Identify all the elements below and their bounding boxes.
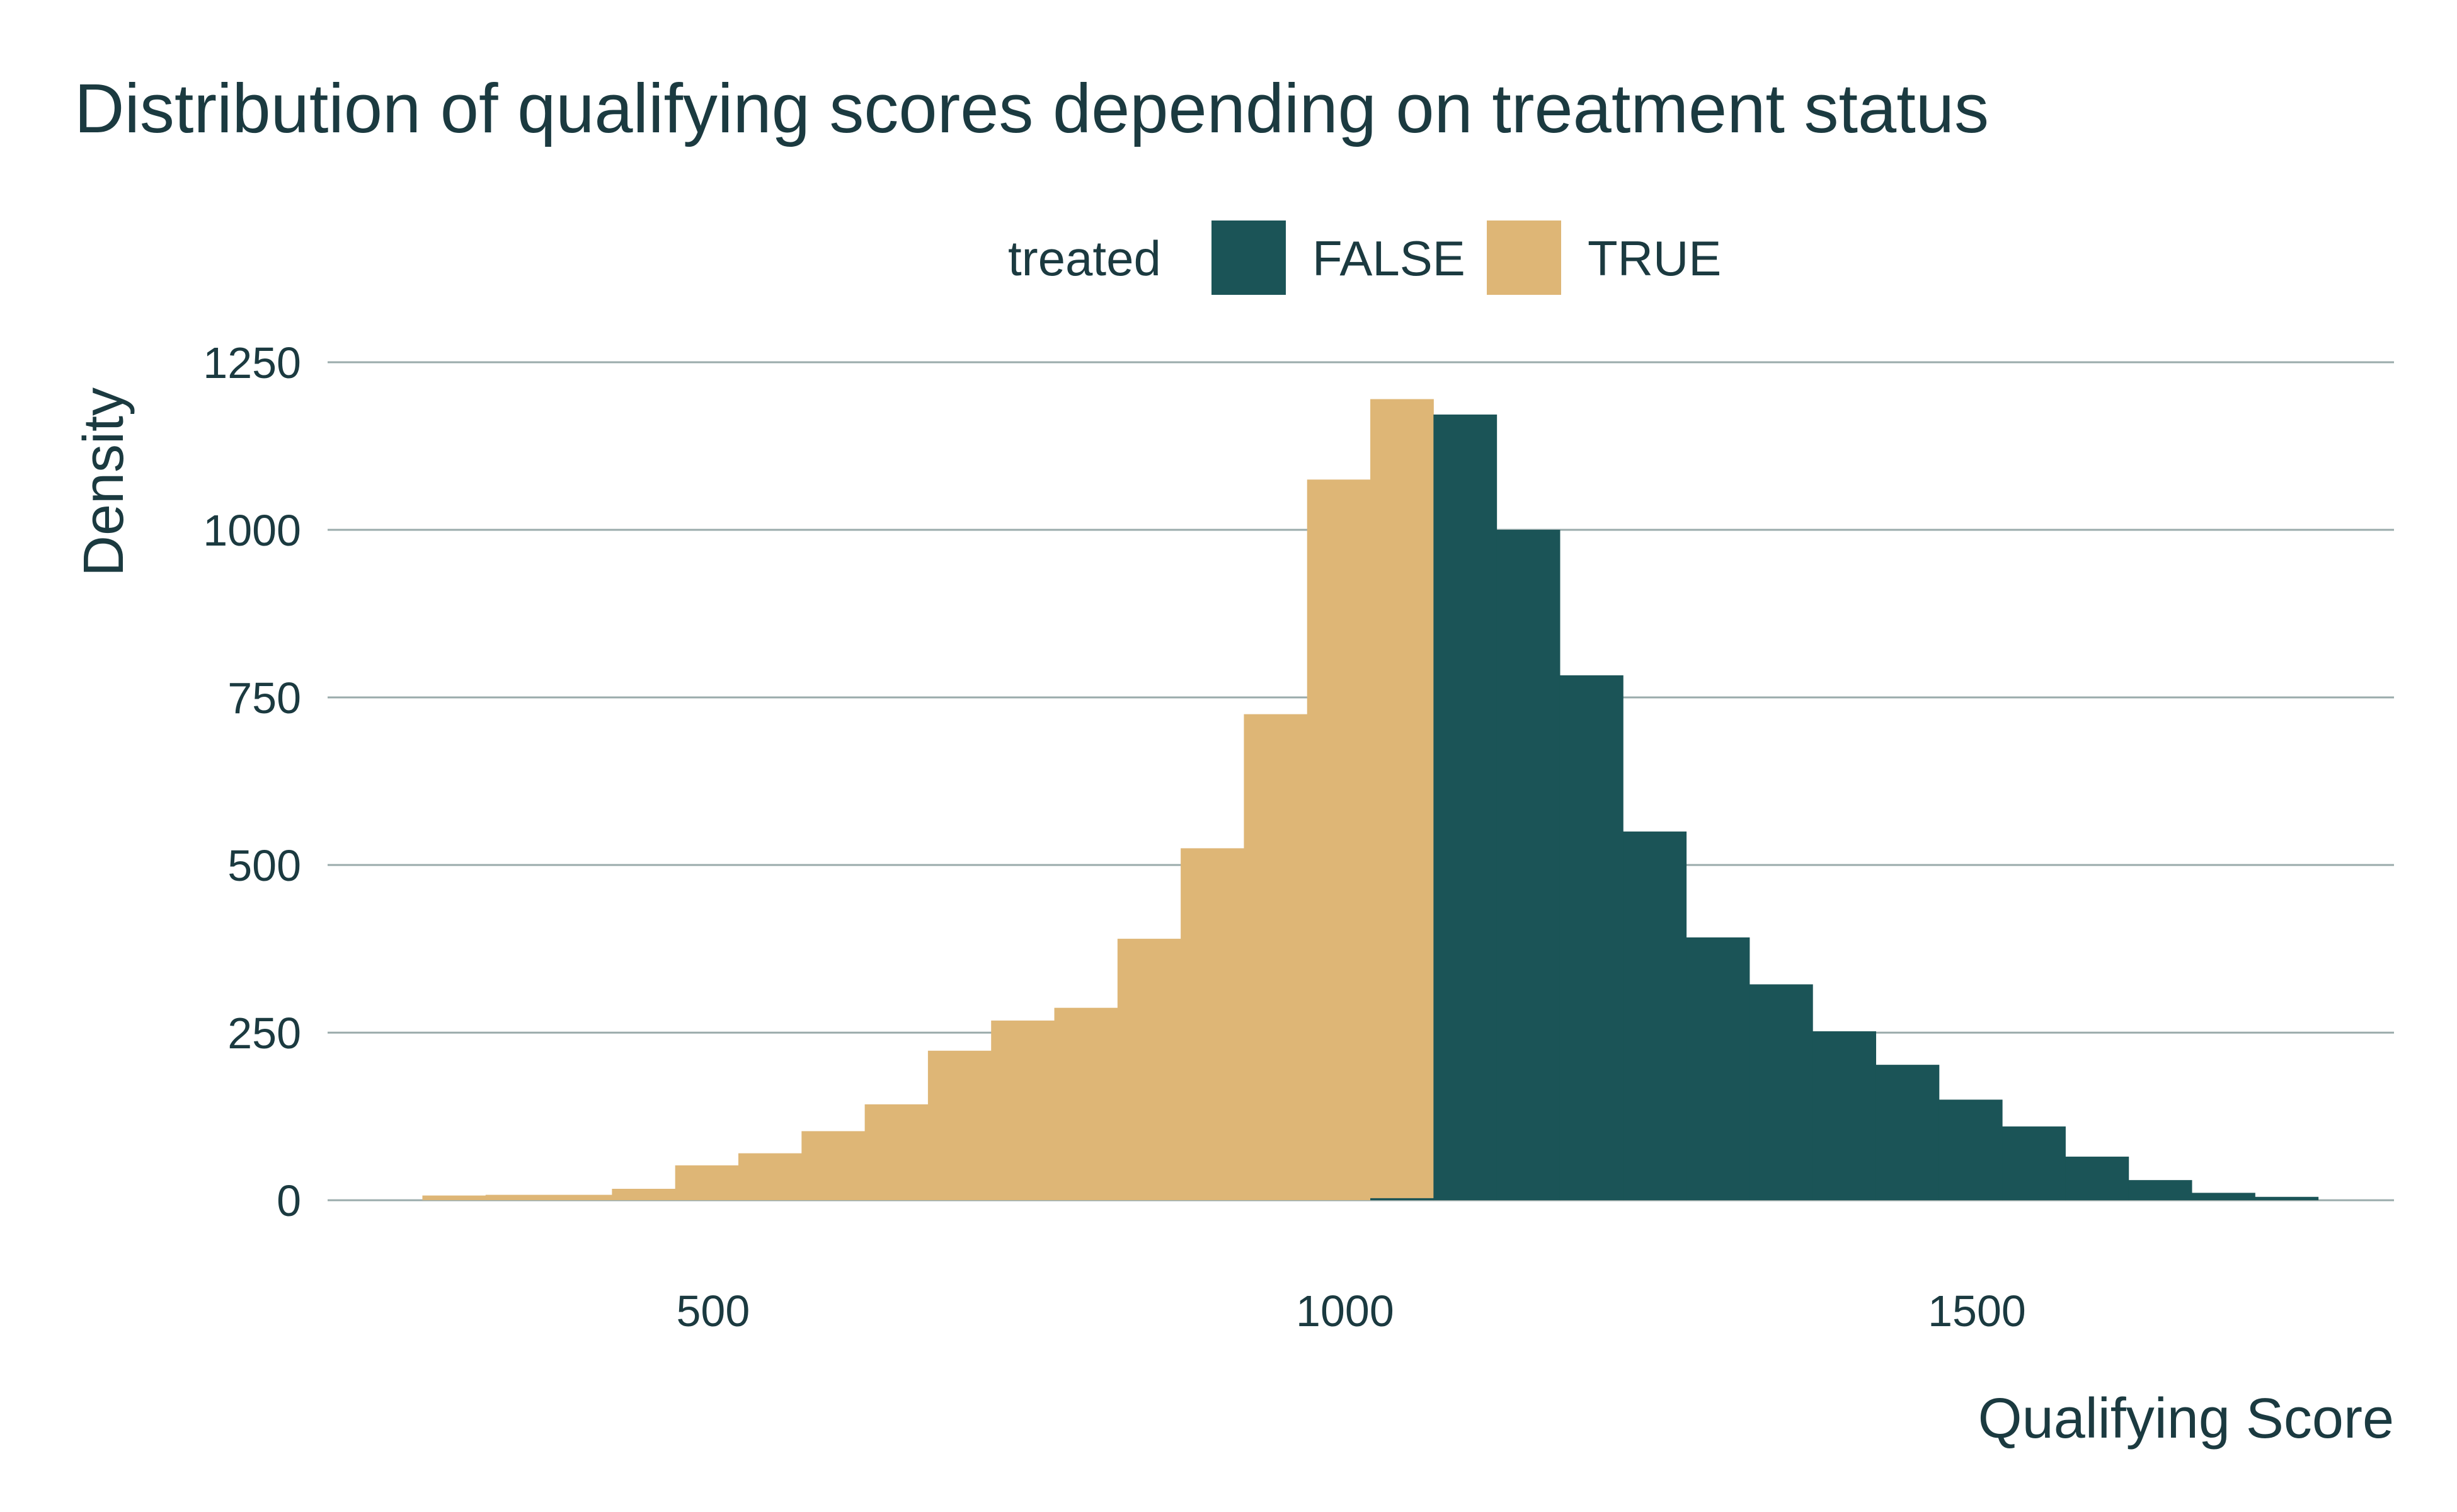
- bar-false-bin-17: [1496, 530, 1561, 1201]
- x-tick-label: 1500: [1928, 1286, 2026, 1336]
- y-tick-label: 1000: [203, 506, 301, 555]
- bar-true-bin-11: [1117, 939, 1181, 1201]
- bar-false-bin-26: [2065, 1156, 2129, 1201]
- bar-false-bin-27: [2128, 1180, 2192, 1201]
- y-tick-label: 750: [227, 673, 301, 723]
- bar-true-bin-4: [675, 1165, 739, 1201]
- bar-true-bin-6: [801, 1131, 866, 1201]
- legend-swatch-true: [1487, 220, 1561, 295]
- bar-false-bin-22: [1813, 1031, 1876, 1201]
- bar-true-bin-3: [612, 1188, 676, 1201]
- bar-true-bin-14: [1307, 479, 1371, 1201]
- bar-false-bin-18: [1559, 675, 1624, 1201]
- bar-false-bin-15: [1370, 1198, 1434, 1201]
- y-tick-label: 1250: [203, 338, 301, 387]
- bar-false-bin-16: [1433, 414, 1498, 1201]
- bar-true-bin-1: [485, 1194, 549, 1201]
- legend-swatch-false: [1211, 220, 1286, 295]
- bar-true-bin-10: [1054, 1007, 1118, 1201]
- bar-true-bin-12: [1181, 848, 1244, 1201]
- legend-label-false: FALSE: [1312, 231, 1465, 286]
- bar-false-bin-21: [1749, 984, 1813, 1201]
- bar-false-bin-20: [1686, 937, 1750, 1201]
- chart-title: Distribution of qualifying scores depend…: [74, 70, 1989, 147]
- legend-label-true: TRUE: [1588, 231, 1721, 286]
- bar-true-bin-8: [927, 1050, 992, 1201]
- x-axis-title: Qualifying Score: [1978, 1387, 2394, 1450]
- bar-false-bin-25: [2002, 1126, 2066, 1201]
- bar-false-bin-29: [2255, 1196, 2319, 1201]
- x-tick-label: 1000: [1296, 1286, 1394, 1336]
- x-tick-label: 500: [676, 1286, 750, 1336]
- y-tick-label: 0: [277, 1176, 301, 1225]
- y-tick-label: 500: [227, 841, 301, 890]
- bar-false-bin-23: [1876, 1065, 1940, 1201]
- bar-false-bin-24: [1939, 1099, 2003, 1201]
- y-axis-title: Density: [72, 387, 135, 576]
- histogram-bars: [422, 399, 2319, 1201]
- legend-title: treated: [1008, 231, 1161, 286]
- bar-true-bin-0: [422, 1195, 486, 1201]
- y-tick-label: 250: [227, 1009, 301, 1058]
- bar-true-bin-7: [864, 1104, 929, 1201]
- bar-true-bin-9: [991, 1020, 1055, 1201]
- bar-true-bin-13: [1244, 714, 1308, 1201]
- x-axis-tick-labels: 500 1000 1500: [676, 1286, 2025, 1336]
- bar-true-bin-2: [549, 1194, 612, 1201]
- bar-false-bin-28: [2192, 1193, 2255, 1201]
- y-axis-tick-labels: 0 250 500 750 1000 1250: [203, 338, 301, 1225]
- bar-false-bin-19: [1623, 831, 1687, 1201]
- bar-true-bin-15: [1370, 399, 1434, 1201]
- bar-true-bin-5: [738, 1153, 802, 1201]
- legend: treated FALSE TRUE: [1008, 220, 1721, 295]
